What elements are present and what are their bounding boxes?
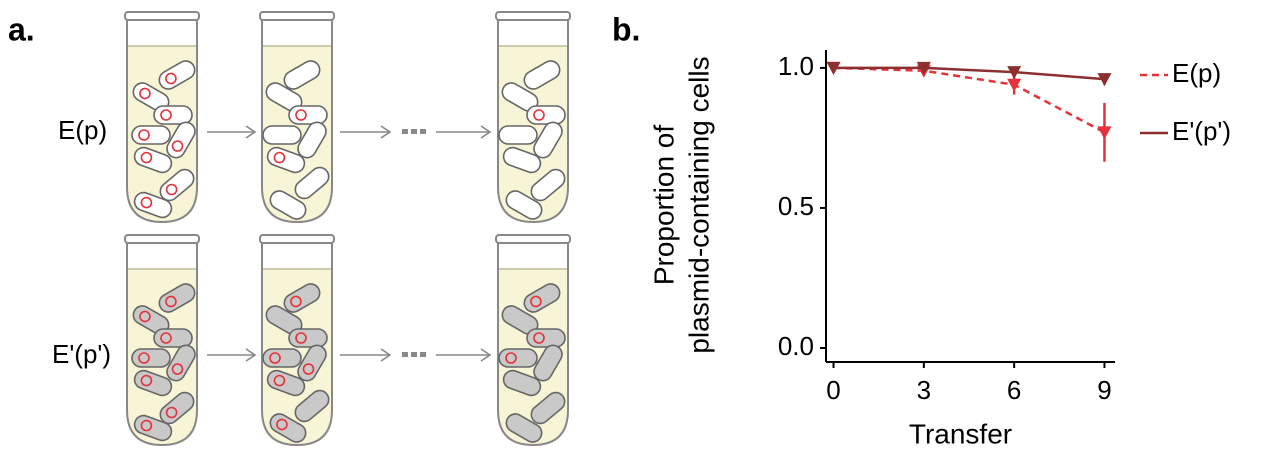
y-tick-label: 1.0 <box>778 51 814 81</box>
cell <box>527 106 565 124</box>
ellipsis-dot <box>402 352 408 357</box>
x-tick-label: 6 <box>1007 375 1021 405</box>
cell <box>527 329 565 347</box>
cell <box>154 106 192 124</box>
cell <box>263 126 301 144</box>
figure: a. b. E(p) E'(p') 0.0 0.5 1.0 0 3 6 9 Transfer P… <box>0 0 1265 458</box>
tube-rim <box>125 235 199 243</box>
tube-rim <box>496 12 570 20</box>
marker <box>1097 126 1111 139</box>
panel-label: a. <box>8 11 35 47</box>
cell <box>132 349 170 367</box>
legend-label: E(p) <box>1172 58 1221 88</box>
cell-body <box>132 349 170 367</box>
series-line <box>834 68 1105 132</box>
cell-body <box>499 126 537 144</box>
cell <box>289 106 327 124</box>
cell-body <box>499 349 537 367</box>
legend-label: E'(p') <box>1172 116 1231 146</box>
cell-body <box>154 329 192 347</box>
row-label: E'(p') <box>52 339 111 369</box>
ellipsis-dot <box>411 352 417 357</box>
cell-body <box>527 106 565 124</box>
panel-label: b. <box>612 11 640 47</box>
cell-body <box>289 106 327 124</box>
y-axis-label: Proportion of <box>648 125 679 286</box>
cell-body <box>289 329 327 347</box>
cell-body <box>527 329 565 347</box>
tube-rim <box>496 235 570 243</box>
cell <box>289 329 327 347</box>
x-tick-label: 3 <box>917 375 931 405</box>
cell-body <box>263 126 301 144</box>
cell <box>154 329 192 347</box>
y-tick-label: 0.0 <box>778 331 814 361</box>
tube-rim <box>125 12 199 20</box>
marker <box>1007 79 1021 92</box>
x-tick-label: 9 <box>1097 375 1111 405</box>
cell-body <box>154 106 192 124</box>
ellipsis-dot <box>402 129 408 134</box>
tube-rim <box>260 12 334 20</box>
diagram <box>125 12 570 445</box>
cell <box>132 126 170 144</box>
tube-rim <box>260 235 334 243</box>
ellipsis-dot <box>420 129 426 134</box>
ellipsis-dot <box>411 129 417 134</box>
y-tick-label: 0.5 <box>778 191 814 221</box>
x-axis-label: Transfer <box>909 418 1012 449</box>
row-label: E(p) <box>58 115 107 145</box>
ellipsis-dot <box>420 352 426 357</box>
cell-body <box>263 349 301 367</box>
cell-body <box>132 126 170 144</box>
y-axis-label: plasmid-containing cells <box>683 56 714 353</box>
cell <box>499 126 537 144</box>
cell <box>499 349 537 367</box>
x-tick-label: 0 <box>826 375 840 405</box>
cell <box>263 349 301 367</box>
